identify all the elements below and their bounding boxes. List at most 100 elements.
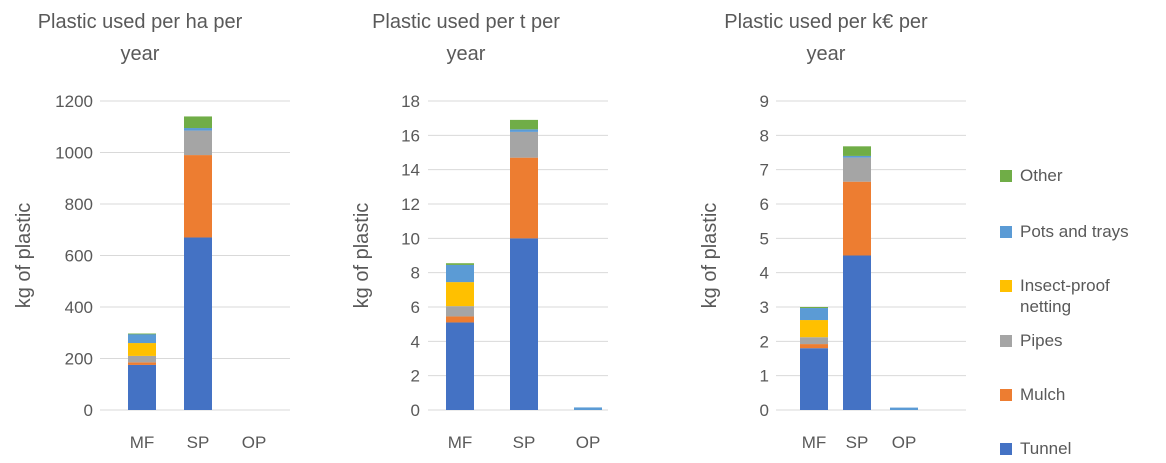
chart3-bar-sp-mulch [843,181,871,256]
chart3-bar-mf-other [800,307,828,309]
chart1-y-tick-200: 200 [65,350,93,369]
legend: Other Pots and trays Insect-proof nettin… [1000,0,1166,463]
chart2-y-tick-2: 2 [411,367,420,386]
chart1-y-tick-1200: 1200 [55,92,93,111]
chart3-y-tick-6: 6 [760,195,769,214]
chart2-bar-op-pots-and-trays [574,407,602,410]
chart3-y-tick-9: 9 [760,92,769,111]
chart3-y-tick-1: 1 [760,367,769,386]
legend-swatch-insect-proof-netting [1000,280,1012,292]
chart2-y-tick-12: 12 [401,195,420,214]
legend-label-other: Other [1020,166,1063,185]
chart1-bar-mf-pipes [128,355,156,363]
chart1-y-axis-label: kg of plastic [13,203,35,309]
legend-swatch-other [1000,170,1012,182]
legend-swatch-tunnel [1000,443,1012,455]
legend-item-insect-proof-netting: Insect-proof netting [1000,275,1130,317]
legend-label-tunnel: Tunnel [1020,439,1072,458]
chart3-x-tick-op: OP [892,433,917,452]
chart3-y-tick-8: 8 [760,126,769,145]
chart2-bar-mf-mulch [446,316,474,323]
chart2-bar-sp-other [510,119,538,130]
chart1-bar-sp-tunnel [184,237,212,410]
chart1-bar-mf-pots-and-trays [128,334,156,344]
chart3-bar-mf-pipes [800,337,828,345]
chart1-y-tick-800: 800 [65,195,93,214]
chart2-y-tick-18: 18 [401,92,420,111]
chart2-y-tick-8: 8 [411,264,420,283]
legend-label-pots-and-trays: Pots and trays [1020,222,1129,241]
legend-item-mulch: Mulch [1000,384,1166,405]
chart2-bar-mf-pipes [446,306,474,317]
chart2-bar-sp-pipes [510,131,538,158]
chart2-title-line-1: Plastic used per t per [372,11,560,33]
chart3-y-tick-7: 7 [760,161,769,180]
chart2-bar-sp-mulch [510,157,538,239]
chart1-bar-mf-other [128,333,156,335]
chart3-bar-sp-pots-and-trays [843,155,871,158]
chart2-x-tick-mf: MF [448,433,473,452]
chart3-y-tick-3: 3 [760,298,769,317]
chart3-bar-op-pots-and-trays [890,407,918,410]
chart2-x-tick-sp: SP [513,433,536,452]
chart1-y-tick-400: 400 [65,298,93,317]
chart1-bar-mf-tunnel [128,364,156,410]
chart2-bar-mf-pots-and-trays [446,264,474,283]
chart1-y-tick-1000: 1000 [55,144,93,163]
chart2-bar-sp-pots-and-trays [510,129,538,132]
chart3-title-line-2: year [807,43,846,65]
chart2-y-tick-4: 4 [411,332,420,351]
chart3-bar-mf-insect-proof-netting [800,320,828,338]
chart2-bar-mf-other [446,263,474,265]
chart2-bar-mf-tunnel [446,322,474,410]
legend-label-insect-proof-netting: Insect-proof netting [1020,276,1110,316]
legend-item-pipes: Pipes [1000,330,1166,351]
chart3-bar-sp-other [843,146,871,156]
chart3-y-tick-0: 0 [760,401,769,420]
chart3-y-axis-label: kg of plastic [699,203,721,309]
charts-canvas: Plastic used per ha per year kg of plastic… [13,11,966,452]
chart3-bar-mf-mulch [800,344,828,349]
chart3-x-tick-sp: SP [846,433,869,452]
chart1-bar-sp-pipes [184,130,212,156]
legend-swatch-mulch [1000,389,1012,401]
chart1-title-line-1: Plastic used per ha per [38,11,243,33]
chart1-title-line-2: year [121,43,160,65]
chart3-x-tick-mf: MF [802,433,827,452]
chart1-bar-sp-pots-and-trays [184,128,212,131]
legend-swatch-pipes [1000,335,1012,347]
chart2-y-tick-0: 0 [411,401,420,420]
legend-item-pots-and-trays: Pots and trays [1000,221,1166,242]
chart2-y-tick-10: 10 [401,229,420,248]
chart3-bar-sp-tunnel [843,255,871,410]
chart1-bar-mf-insect-proof-netting [128,343,156,356]
chart3-title-line-1: Plastic used per k€ per [724,11,928,33]
chart2-bar-sp-tunnel [510,238,538,410]
chart3-y-tick-2: 2 [760,332,769,351]
legend-swatch-pots-and-trays [1000,226,1012,238]
chart2-x-tick-op: OP [576,433,601,452]
chart1-bar-sp-other [184,116,212,129]
chart2-y-tick-16: 16 [401,126,420,145]
chart2-title-line-2: year [447,43,486,65]
chart3-y-tick-5: 5 [760,229,769,248]
chart1-x-tick-sp: SP [187,433,210,452]
chart2-bar-mf-insect-proof-netting [446,282,474,307]
legend-label-pipes: Pipes [1020,331,1063,350]
chart2-y-tick-14: 14 [401,161,420,180]
chart2-y-axis-label: kg of plastic [351,203,373,309]
chart1-y-tick-600: 600 [65,247,93,266]
legend-label-mulch: Mulch [1020,385,1066,404]
chart1-y-tick-0: 0 [84,401,93,420]
chart1-x-tick-op: OP [242,433,267,452]
chart3-y-tick-4: 4 [760,264,769,283]
chart3-bar-sp-pipes [843,157,871,182]
legend-item-other: Other [1000,165,1166,186]
chart1-x-tick-mf: MF [130,433,155,452]
chart3-bar-mf-pots-and-trays [800,308,828,321]
chart2-y-tick-6: 6 [411,298,420,317]
chart1-bar-mf-mulch [128,362,156,365]
legend-item-tunnel: Tunnel [1000,438,1166,459]
chart1-bar-sp-mulch [184,155,212,238]
chart3-bar-mf-tunnel [800,348,828,410]
